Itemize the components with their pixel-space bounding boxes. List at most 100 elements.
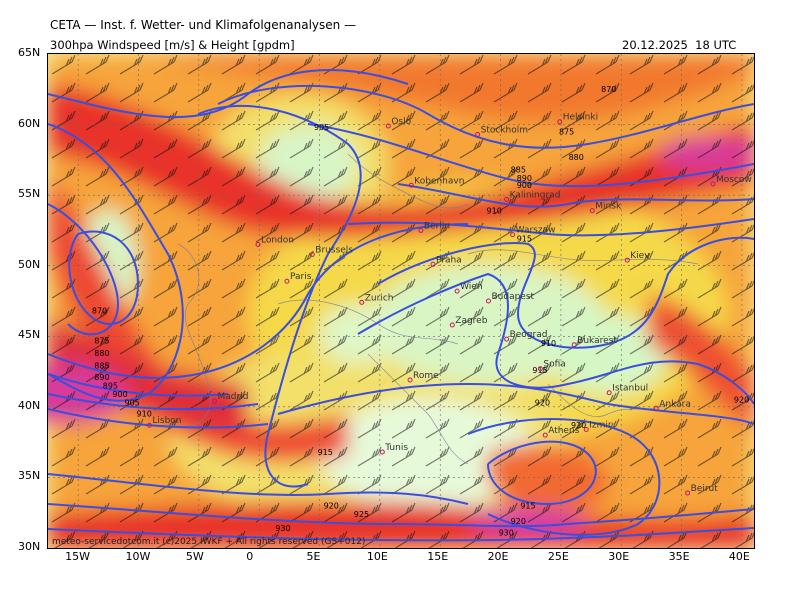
city-label: Zurich [365, 293, 394, 303]
city-label: Kobenhavn [414, 176, 464, 186]
contour-label: 890 [94, 373, 109, 382]
city-marker [475, 131, 481, 137]
city-marker [653, 405, 659, 411]
city-marker [309, 251, 315, 257]
city-marker [537, 366, 543, 372]
contour-label: 905 [124, 398, 139, 407]
city-label: Madrid [218, 392, 249, 402]
contour-label: 920 [571, 421, 586, 430]
contour-label: 915 [318, 448, 333, 457]
city-markers: Oslo Stockholm Helsinki Kobenhavn Kaliningra… [146, 113, 752, 496]
city-label: Beirut [691, 484, 719, 494]
city-marker [454, 288, 460, 294]
city-label: Izmir [589, 420, 612, 430]
contour-label: 920 [511, 517, 526, 526]
longitude-label: 35E [668, 550, 690, 563]
city-label: Istanbul [612, 384, 648, 394]
longitude-label: 5W [185, 550, 204, 563]
city-marker [685, 490, 691, 496]
longitude-label: 25E [547, 550, 569, 563]
longitude-label: 5E [306, 550, 321, 563]
contour-label: 900 [112, 390, 127, 399]
city-marker [430, 261, 436, 267]
city-label: Helsinki [563, 113, 598, 123]
city-label: Paris [290, 272, 312, 282]
city-marker [449, 322, 455, 328]
city-marker [606, 390, 612, 396]
city-label: Bukarest [577, 336, 617, 346]
city-marker [510, 232, 516, 238]
contour-label: 910 [487, 206, 502, 215]
contour-label: 875 [559, 127, 574, 136]
city-label: Budapest [491, 292, 534, 302]
latitude-label: 40N [18, 398, 41, 412]
city-label: Warszaw [516, 226, 556, 236]
longitude-label: 0 [246, 550, 254, 563]
city-label: London [261, 236, 294, 246]
contour-label: 930 [275, 524, 290, 533]
contour-label: 880 [569, 153, 584, 162]
contour-label: 920 [535, 398, 550, 407]
latitude-label: 50N [18, 257, 41, 271]
city-marker [571, 342, 577, 348]
city-label: Praha [436, 255, 462, 265]
city-label: Ankara [659, 399, 691, 409]
city-label: Kaliningrad [510, 190, 561, 200]
city-marker [542, 432, 548, 438]
city-label: Athens [548, 426, 579, 436]
contour-label: 870 [92, 307, 107, 316]
wind-barbs [48, 54, 754, 548]
city-marker [284, 278, 290, 284]
height-contours [48, 69, 754, 542]
weather-map[interactable]: 870 875 880 885 890 900 905 910 915 870 875 880 885 8… [47, 53, 755, 549]
longitude-label: 20E [487, 550, 509, 563]
longitude-label: 15E [427, 550, 449, 563]
latitude-label: 45N [18, 328, 41, 342]
latitude-label: 60N [18, 116, 41, 130]
city-label: Stockholm [481, 125, 528, 135]
city-marker [407, 377, 413, 383]
contour-label: 920 [734, 396, 749, 405]
longitude-label: 10W [125, 550, 151, 563]
longitude-label: 10E [366, 550, 388, 563]
contour-label: 910 [137, 410, 152, 419]
copyright-footer: meteo-servicedotcom.it (c)2025 IWKF + Al… [52, 537, 365, 547]
city-label: Wien [460, 282, 482, 292]
city-marker [504, 336, 510, 342]
city-marker [212, 398, 218, 404]
contour-label: 880 [94, 349, 109, 358]
city-label: Moscow [716, 175, 752, 185]
city-marker [385, 123, 391, 129]
city-label: Beograd [510, 330, 548, 340]
contour-label: 915 [520, 501, 535, 510]
latitude-label: 65N [18, 46, 41, 59]
contour-label: 885 [511, 166, 526, 175]
city-marker [624, 257, 630, 263]
city-marker [255, 242, 261, 248]
contour-label: 905 [314, 123, 329, 132]
city-label: Rome [413, 371, 439, 381]
city-marker [146, 422, 152, 428]
longitude-label: 40E [728, 550, 750, 563]
contour-label: 875 [94, 336, 109, 345]
contour-label: 915 [517, 235, 532, 244]
city-label: Kiev [630, 251, 650, 261]
contour-label: 870 [601, 85, 616, 94]
chart-title: CETA — Inst. f. Wetter- und Klimafolgena… [50, 18, 357, 32]
city-marker [379, 449, 385, 455]
city-marker [710, 181, 716, 187]
city-label: Zagreb [455, 316, 487, 326]
city-marker [408, 182, 414, 188]
contour-label: 895 [103, 382, 118, 391]
city-label: Oslo [391, 117, 411, 127]
latitude-label: 55N [18, 187, 41, 201]
contour-label: 885 [94, 362, 109, 371]
contour-label: 910 [541, 339, 556, 348]
city-marker [418, 227, 424, 233]
city-label: Sofia [543, 360, 565, 370]
city-marker [589, 208, 595, 214]
longitude-label: 30E [608, 550, 630, 563]
longitude-label: 15W [65, 550, 91, 563]
city-label: Berlin [424, 221, 450, 231]
latitude-label: 35N [18, 469, 41, 483]
